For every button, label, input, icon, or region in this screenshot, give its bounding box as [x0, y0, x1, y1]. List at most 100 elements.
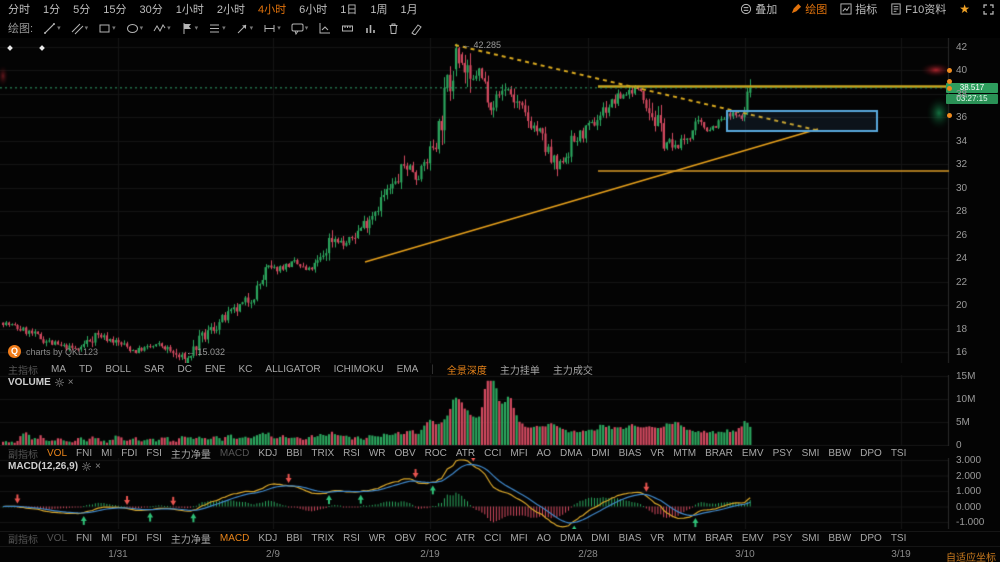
tab-TSI[interactable]: TSI: [890, 532, 907, 544]
tab-KDJ[interactable]: KDJ: [258, 447, 278, 459]
tab-BIAS[interactable]: BIAS: [618, 532, 642, 544]
tab-主力净量[interactable]: 主力净量: [170, 449, 211, 461]
timeframe-1分[interactable]: 1分: [43, 4, 61, 16]
tab-VR[interactable]: VR: [650, 447, 665, 459]
tab-ENE[interactable]: ENE: [204, 364, 226, 375]
tab-ATR[interactable]: ATR: [455, 447, 476, 459]
favorite-star-icon[interactable]: ★: [959, 2, 970, 16]
绘图-button[interactable]: 绘图: [790, 1, 827, 17]
tab-主力净量[interactable]: 主力净量: [170, 534, 211, 546]
tab-CCI[interactable]: CCI: [484, 447, 502, 459]
flag-tool[interactable]: ▾: [179, 21, 201, 36]
volume-close-icon[interactable]: ×: [67, 377, 74, 388]
fullscreen-button[interactable]: [983, 3, 994, 15]
tab-VOL[interactable]: VOL: [47, 447, 68, 459]
tab-AO[interactable]: AO: [536, 447, 552, 459]
tab-BBI[interactable]: BBI: [286, 447, 303, 459]
tab-WR[interactable]: WR: [368, 532, 386, 544]
timeframe-2小时[interactable]: 2小时: [216, 4, 245, 16]
tab-AO[interactable]: AO: [536, 532, 552, 544]
tab-MTM[interactable]: MTM: [673, 532, 697, 544]
tab-TD[interactable]: TD: [79, 364, 93, 375]
tab-KDJ[interactable]: KDJ: [258, 532, 278, 544]
tab-FSI[interactable]: FSI: [146, 447, 162, 459]
timeframe-4小时[interactable]: 4小时: [258, 4, 287, 16]
timeframe-6小时[interactable]: 6小时: [299, 4, 328, 16]
macd-settings-gear-icon[interactable]: [82, 462, 92, 471]
timeframe-30分[interactable]: 30分: [139, 4, 163, 16]
tab-MACD[interactable]: MACD: [219, 532, 250, 544]
horizontal-segment-tool[interactable]: ▾: [261, 21, 283, 36]
tab-ALLIGATOR[interactable]: ALLIGATOR: [265, 364, 321, 375]
parallel-line-tool[interactable]: ▾: [69, 21, 91, 36]
tab-SAR[interactable]: SAR: [143, 364, 165, 375]
tab-SMI[interactable]: SMI: [801, 532, 820, 544]
tab-DMI[interactable]: DMI: [591, 447, 610, 459]
wave-tool[interactable]: ▾: [151, 21, 173, 36]
tab-MI[interactable]: MI: [101, 532, 113, 544]
volume-settings-gear-icon[interactable]: [54, 378, 64, 387]
tab-EMA[interactable]: EMA: [396, 364, 419, 375]
tab-BOLL[interactable]: BOLL: [105, 364, 131, 375]
tab-DPO[interactable]: DPO: [860, 447, 882, 459]
tab-CCI[interactable]: CCI: [484, 532, 502, 544]
position-tool[interactable]: [316, 21, 333, 36]
tab-RSI[interactable]: RSI: [343, 447, 360, 459]
tab-MFI[interactable]: MFI: [510, 532, 528, 544]
main-price-chart[interactable]: [0, 38, 1000, 363]
tab-DC[interactable]: DC: [177, 364, 192, 375]
macd-chart[interactable]: [0, 458, 1000, 529]
tab-FDI[interactable]: FDI: [121, 532, 138, 544]
tab-PSY[interactable]: PSY: [772, 532, 793, 544]
tab-FNI[interactable]: FNI: [76, 447, 93, 459]
tab-RSI[interactable]: RSI: [343, 532, 360, 544]
timeframe-分时[interactable]: 分时: [8, 4, 30, 16]
叠加-button[interactable]: 叠加: [740, 1, 777, 17]
tab-KC[interactable]: KC: [238, 364, 253, 375]
tab-BIAS[interactable]: BIAS: [618, 447, 642, 459]
adaptive-scale-toggle[interactable]: 自适应坐标: [946, 553, 996, 562]
tab-FSI[interactable]: FSI: [146, 532, 162, 544]
callout-tool[interactable]: ▾: [289, 21, 311, 36]
tab-OBV[interactable]: OBV: [394, 532, 416, 544]
tab-ROC[interactable]: ROC: [424, 447, 447, 459]
tab-EMV[interactable]: EMV: [741, 532, 764, 544]
ruler-tool[interactable]: [339, 21, 356, 36]
tab-TRIX[interactable]: TRIX: [311, 532, 335, 544]
rectangle-tool[interactable]: ▾: [96, 21, 118, 36]
tab-FDI[interactable]: FDI: [121, 447, 138, 459]
arrow-tool[interactable]: ▾: [234, 21, 256, 36]
tab-BBW[interactable]: BBW: [828, 532, 852, 544]
tab-MA[interactable]: MA: [51, 364, 66, 375]
stats-tool[interactable]: [362, 21, 379, 36]
ellipse-tool[interactable]: ▾: [124, 21, 146, 36]
tab-BRAR[interactable]: BRAR: [705, 447, 733, 459]
tab-WR[interactable]: WR: [368, 447, 386, 459]
tab-VR[interactable]: VR: [650, 532, 665, 544]
volume-chart[interactable]: [0, 375, 1000, 446]
delete-tool[interactable]: [385, 21, 402, 36]
timeframe-1周[interactable]: 1周: [370, 4, 388, 16]
tab-PSY[interactable]: PSY: [772, 447, 793, 459]
timeframe-1小时[interactable]: 1小时: [175, 4, 204, 16]
F10资料-button[interactable]: F10资料: [890, 1, 946, 17]
tab-TRIX[interactable]: TRIX: [311, 447, 335, 459]
tab-主力成交[interactable]: 主力成交: [552, 366, 593, 377]
tab-BBW[interactable]: BBW: [828, 447, 852, 459]
tab-DPO[interactable]: DPO: [860, 532, 882, 544]
tab-DMA[interactable]: DMA: [560, 447, 583, 459]
tab-MTM[interactable]: MTM: [673, 447, 697, 459]
tab-OBV[interactable]: OBV: [394, 447, 416, 459]
tab-MI[interactable]: MI: [101, 447, 113, 459]
tab-FNI[interactable]: FNI: [76, 532, 93, 544]
macd-close-icon[interactable]: ×: [95, 461, 101, 472]
tab-SMI[interactable]: SMI: [801, 447, 820, 459]
timeframe-1日[interactable]: 1日: [340, 4, 358, 16]
brush-tool[interactable]: [408, 21, 425, 36]
tab-ROC[interactable]: ROC: [424, 532, 447, 544]
tab-ICHIMOKU[interactable]: ICHIMOKU: [333, 364, 384, 375]
timeframe-1月[interactable]: 1月: [400, 4, 418, 16]
timeframe-5分[interactable]: 5分: [73, 4, 91, 16]
fib-lines-tool[interactable]: ▾: [206, 21, 228, 36]
tab-主力挂单[interactable]: 主力挂单: [499, 366, 540, 377]
